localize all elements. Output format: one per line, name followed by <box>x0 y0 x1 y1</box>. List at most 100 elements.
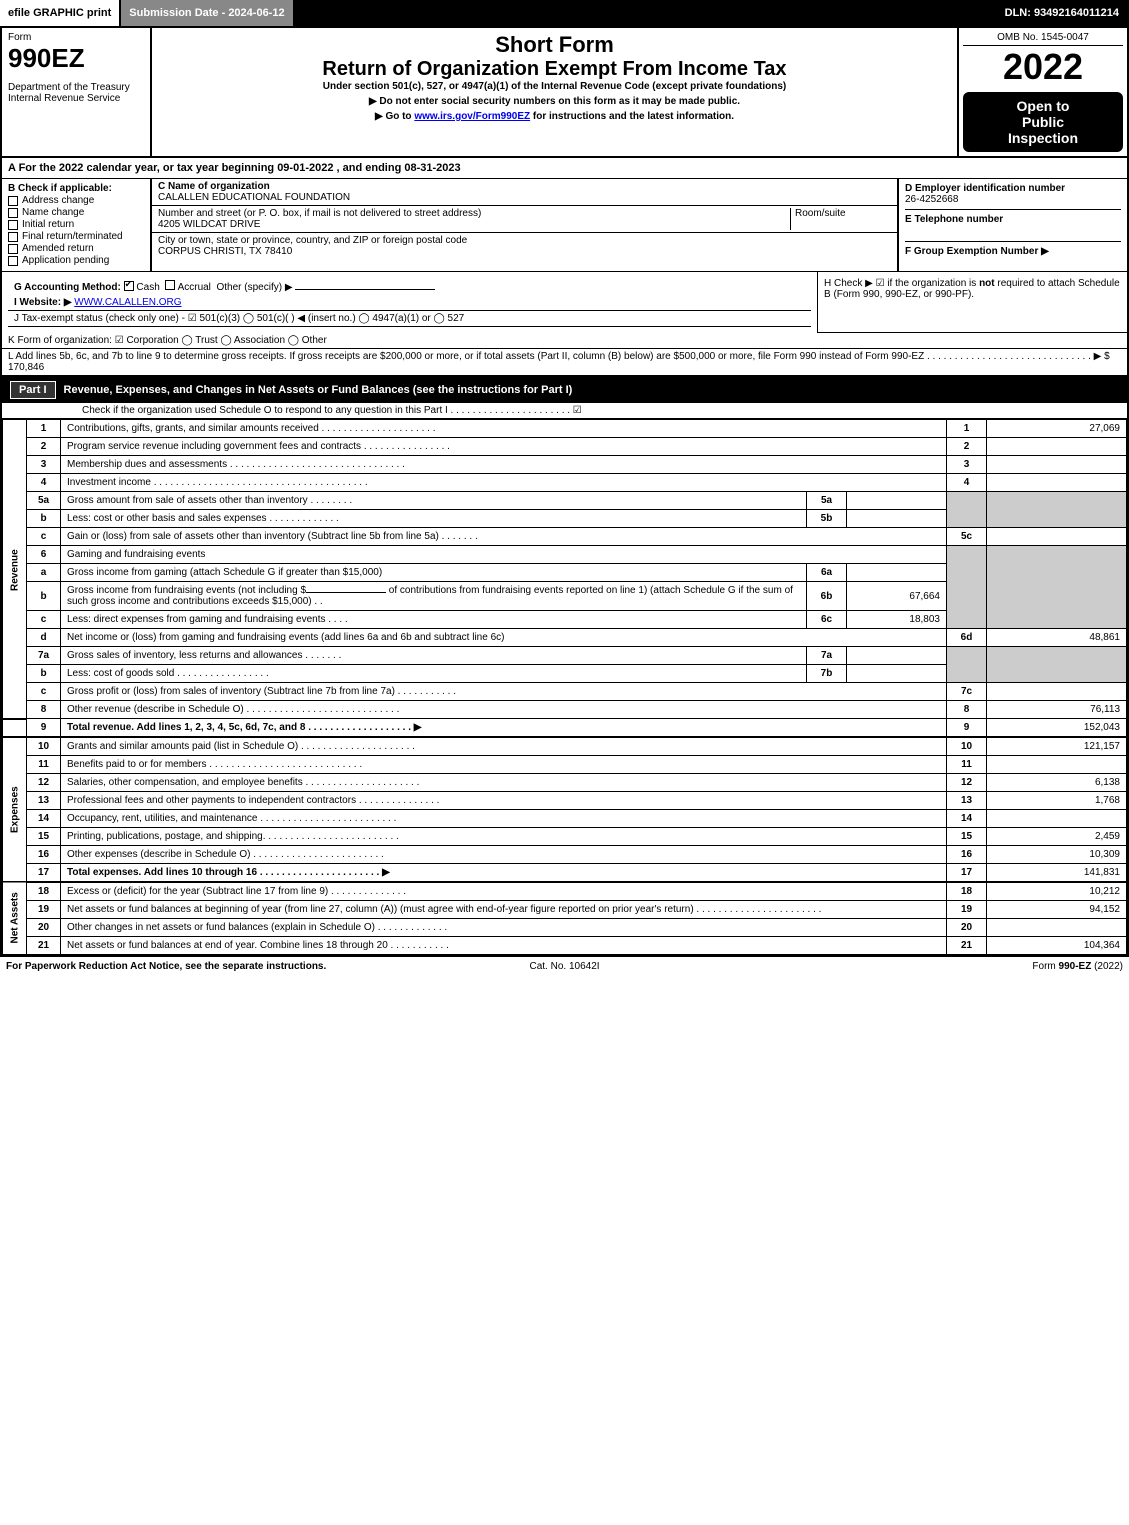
section-b-title: B Check if applicable: <box>8 183 144 194</box>
h-text1: H Check ▶ ☑ if the organization is <box>824 278 979 289</box>
line-desc: Other revenue (describe in Schedule O) .… <box>61 701 947 719</box>
label-website: I Website: ▶ <box>14 297 72 308</box>
instr-goto-pre: ▶ Go to <box>375 111 414 122</box>
line-amount <box>987 756 1127 774</box>
accrual-label: Accrual <box>178 282 211 293</box>
box-amount: 67,664 <box>847 582 947 611</box>
box-num: 5b <box>807 510 847 528</box>
box-num: 6c <box>807 611 847 629</box>
room-suite: Room/suite <box>791 208 891 230</box>
box-amount <box>847 564 947 582</box>
line-desc: Other expenses (describe in Schedule O) … <box>61 846 947 864</box>
line-desc: Program service revenue including govern… <box>61 438 947 456</box>
line-desc: Professional fees and other payments to … <box>61 792 947 810</box>
box-num: 6a <box>807 564 847 582</box>
line-19: 19Net assets or fund balances at beginni… <box>3 901 1127 919</box>
line-desc: Gross profit or (loss) from sales of inv… <box>61 683 947 701</box>
cb-initial-return[interactable]: Initial return <box>8 219 144 230</box>
line-desc: Gaming and fundraising events <box>61 546 947 564</box>
cb-amended-return[interactable]: Amended return <box>8 243 144 254</box>
line-desc: Excess or (deficit) for the year (Subtra… <box>61 882 947 901</box>
line-16: 16Other expenses (describe in Schedule O… <box>3 846 1127 864</box>
section-g: G Accounting Method: Cash Accrual Other … <box>8 278 811 295</box>
dln: DLN: 93492164011214 <box>997 0 1129 26</box>
cb-label: Final return/terminated <box>22 231 123 242</box>
section-i: I Website: ▶ WWW.CALALLEN.ORG <box>8 295 811 310</box>
line-17: 17Total expenses. Add lines 10 through 1… <box>3 864 1127 883</box>
box-amount <box>847 665 947 683</box>
open-public-badge: Open to Public Inspection <box>963 92 1123 152</box>
line-amount: 6,138 <box>987 774 1127 792</box>
row-gh: G Accounting Method: Cash Accrual Other … <box>2 272 1127 333</box>
line-4: 4Investment income . . . . . . . . . . .… <box>3 474 1127 492</box>
line-amount: 76,113 <box>987 701 1127 719</box>
label-ein: D Employer identification number <box>905 183 1121 194</box>
contrib-amount-input[interactable] <box>306 592 386 593</box>
line-amount <box>987 919 1127 937</box>
line-amount <box>987 474 1127 492</box>
other-specify-input[interactable] <box>295 289 435 290</box>
website-link[interactable]: WWW.CALALLEN.ORG <box>74 297 181 308</box>
row-bcd: B Check if applicable: Address change Na… <box>2 179 1127 272</box>
line-desc: Net income or (loss) from gaming and fun… <box>61 629 947 647</box>
header-right: OMB No. 1545-0047 2022 Open to Public In… <box>957 28 1127 156</box>
line-rightnum: 1 <box>947 420 987 438</box>
label-org-name: C Name of organization <box>158 181 891 192</box>
label-city: City or town, state or province, country… <box>158 235 467 246</box>
line-8: 8Other revenue (describe in Schedule O) … <box>3 701 1127 719</box>
cb-label: Amended return <box>22 243 94 254</box>
form-container: Form 990EZ Department of the Treasury In… <box>0 26 1129 957</box>
section-f: F Group Exemption Number ▶ <box>905 242 1121 261</box>
efile-print[interactable]: efile GRAPHIC print <box>0 0 121 26</box>
omb-number: OMB No. 1545-0047 <box>963 32 1123 46</box>
cb-final-return[interactable]: Final return/terminated <box>8 231 144 242</box>
submission-date: Submission Date - 2024-06-12 <box>121 0 294 26</box>
cb-cash[interactable] <box>124 281 134 291</box>
line-5c: cGain or (loss) from sale of assets othe… <box>3 528 1127 546</box>
line-amount <box>987 456 1127 474</box>
line-amount: 10,212 <box>987 882 1127 901</box>
cb-application-pending[interactable]: Application pending <box>8 255 144 266</box>
city-state-zip: CORPUS CHRISTI, TX 78410 <box>158 246 467 257</box>
section-de: D Employer identification number 26-4252… <box>897 179 1127 271</box>
street-row: Number and street (or P. O. box, if mail… <box>152 206 897 233</box>
line-desc: Occupancy, rent, utilities, and maintena… <box>61 810 947 828</box>
cb-name-change[interactable]: Name change <box>8 207 144 218</box>
street-address: 4205 WILDCAT DRIVE <box>158 219 786 230</box>
section-d: D Employer identification number 26-4252… <box>905 183 1121 210</box>
box-num: 7a <box>807 647 847 665</box>
section-e: E Telephone number <box>905 210 1121 242</box>
section-l-amount: 170,846 <box>8 362 44 373</box>
tax-year: 2022 <box>963 46 1123 88</box>
form-number: 990EZ <box>8 43 144 74</box>
label-street: Number and street (or P. O. box, if mail… <box>158 208 786 219</box>
section-k: K Form of organization: ☑ Corporation ◯ … <box>2 333 1127 349</box>
cb-label: Name change <box>22 207 84 218</box>
irs-label: Internal Revenue Service <box>8 93 144 104</box>
short-form-title: Short Form <box>156 32 953 58</box>
line-desc: Less: cost or other basis and sales expe… <box>61 510 807 528</box>
cb-label: Address change <box>22 195 94 206</box>
line-1: Revenue 1 Contributions, gifts, grants, … <box>3 420 1127 438</box>
irs-link[interactable]: www.irs.gov/Form990EZ <box>414 111 530 122</box>
part1-check: Check if the organization used Schedule … <box>2 403 1127 419</box>
line-6: 6Gaming and fundraising events <box>3 546 1127 564</box>
org-name: CALALLEN EDUCATIONAL FOUNDATION <box>158 192 891 203</box>
box-amount <box>847 492 947 510</box>
cb-accrual[interactable] <box>165 280 175 290</box>
section-h: H Check ▶ ☑ if the organization is not r… <box>817 272 1127 333</box>
section-c: C Name of organization CALALLEN EDUCATIO… <box>152 179 897 271</box>
h-not: not <box>979 278 995 289</box>
label-accounting: G Accounting Method: <box>14 282 121 293</box>
cb-address-change[interactable]: Address change <box>8 195 144 206</box>
header-left: Form 990EZ Department of the Treasury In… <box>2 28 152 156</box>
line-7c: cGross profit or (loss) from sales of in… <box>3 683 1127 701</box>
revenue-sidelabel: Revenue <box>3 420 27 719</box>
line-desc: Salaries, other compensation, and employ… <box>61 774 947 792</box>
instr-goto-post: for instructions and the latest informat… <box>530 111 734 122</box>
org-name-row: C Name of organization CALALLEN EDUCATIO… <box>152 179 897 206</box>
netassets-sidelabel: Net Assets <box>3 882 27 955</box>
line-18: Net Assets 18Excess or (deficit) for the… <box>3 882 1127 901</box>
line-2: 2Program service revenue including gover… <box>3 438 1127 456</box>
instr-goto: ▶ Go to www.irs.gov/Form990EZ for instru… <box>156 111 953 122</box>
